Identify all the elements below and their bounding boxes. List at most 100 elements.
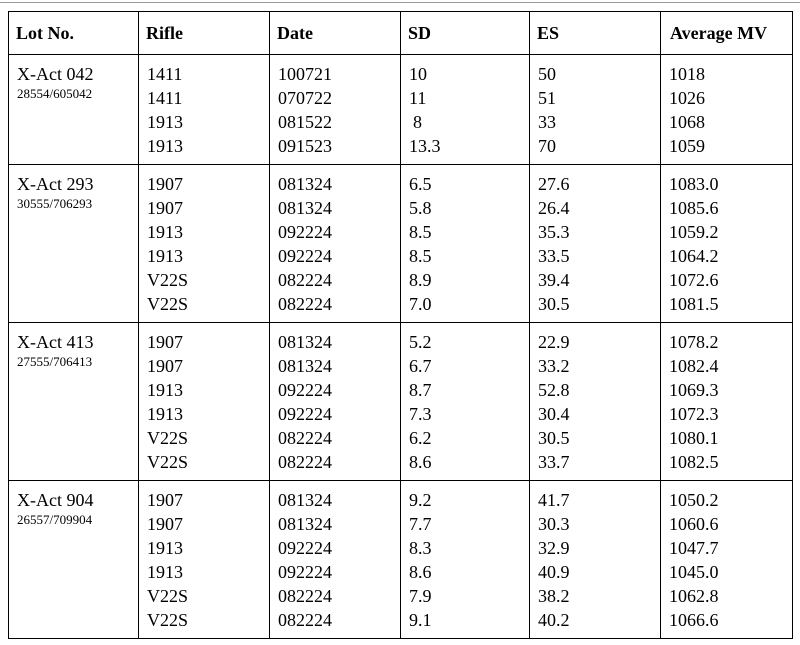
rifle-value: V22S xyxy=(147,610,189,630)
sd-cell: 6.5 5.8 8.5 8.5 8.9 7.0 xyxy=(400,164,530,323)
ammo-lot-table: Lot No. Rifle Date SD ES Average MV X-Ac… xyxy=(8,11,793,639)
sd-value: 7.0 xyxy=(409,294,432,314)
date-value: 082224 xyxy=(278,452,332,472)
lot-code: 26557/709904 xyxy=(17,512,93,527)
sd-cell: 9.2 7.7 8.3 8.6 7.9 9.1 xyxy=(400,480,530,639)
es-value: 40.9 xyxy=(538,562,570,582)
sd-value: 9.1 xyxy=(409,610,432,630)
rifle-value: 1913 xyxy=(147,538,183,558)
date-value: 092224 xyxy=(278,380,332,400)
date-value: 092224 xyxy=(278,538,332,558)
es-value: 27.6 xyxy=(538,174,570,194)
lot-cell: X-Act 904 26557/709904 xyxy=(8,480,139,639)
rifle-value: 1907 xyxy=(147,174,183,194)
es-value: 30.5 xyxy=(538,428,570,448)
mv-value: 1078.2 xyxy=(669,332,719,352)
sd-value: 8.9 xyxy=(409,270,432,290)
sd-value: 8.6 xyxy=(409,452,432,472)
lot-name: X-Act 904 xyxy=(17,490,94,510)
es-value: 38.2 xyxy=(538,586,570,606)
mv-value: 1064.2 xyxy=(669,246,719,266)
es-value: 22.9 xyxy=(538,332,570,352)
rifle-cell: 1907 1907 1913 1913 V22S V22S xyxy=(138,164,270,323)
lot-name: X-Act 293 xyxy=(17,174,94,194)
rifle-value: V22S xyxy=(147,452,189,472)
sd-value: 8.7 xyxy=(409,380,432,400)
header-sd: SD xyxy=(400,11,530,55)
date-value: 092224 xyxy=(278,562,332,582)
rifle-value: 1907 xyxy=(147,356,183,376)
mv-value: 1081.5 xyxy=(669,294,719,314)
mv-cell: 1078.2 1082.4 1069.3 1072.3 1080.1 1082.… xyxy=(660,322,793,481)
date-cell: 081324 081324 092224 092224 082224 08222… xyxy=(269,164,401,323)
sd-cell: 5.2 6.7 8.7 7.3 6.2 8.6 xyxy=(400,322,530,481)
mv-value: 1045.0 xyxy=(669,562,719,582)
sd-value: 8 xyxy=(413,112,422,132)
lot-group-row: X-Act 904 26557/709904 1907 1907 1913 19… xyxy=(8,480,793,639)
sd-value: 6.5 xyxy=(409,174,432,194)
mv-cell: 1018 1026 1068 1059 xyxy=(660,54,793,165)
es-value: 33.7 xyxy=(538,452,570,472)
es-cell: 22.9 33.2 52.8 30.4 30.5 33.7 xyxy=(529,322,661,481)
sd-value: 9.2 xyxy=(409,490,432,510)
rifle-value: 1913 xyxy=(147,112,183,132)
mv-value: 1083.0 xyxy=(669,174,719,194)
rifle-value: 1907 xyxy=(147,490,183,510)
es-value: 52.8 xyxy=(538,380,570,400)
mv-value: 1026 xyxy=(669,88,705,108)
es-value: 33.5 xyxy=(538,246,570,266)
es-value: 26.4 xyxy=(538,198,570,218)
sd-value: 6.2 xyxy=(409,428,432,448)
header-lot-no: Lot No. xyxy=(8,11,139,55)
header-row: Lot No. Rifle Date SD ES Average MV xyxy=(8,11,793,55)
mv-value: 1066.6 xyxy=(669,610,719,630)
lot-code: 30555/706293 xyxy=(17,196,93,211)
rifle-value: V22S xyxy=(147,270,189,290)
sd-cell: 10 11 8 13.3 xyxy=(400,54,530,165)
mv-value: 1047.7 xyxy=(669,538,719,558)
rifle-value: 1913 xyxy=(147,562,183,582)
date-cell: 081324 081324 092224 092224 082224 08222… xyxy=(269,322,401,481)
lot-group-row: X-Act 413 27555/706413 1907 1907 1913 19… xyxy=(8,322,793,481)
mv-value: 1072.6 xyxy=(669,270,719,290)
sd-value: 7.9 xyxy=(409,586,432,606)
mv-value: 1059.2 xyxy=(669,222,719,242)
es-cell: 50 51 33 70 xyxy=(529,54,661,165)
mv-value: 1059 xyxy=(669,136,705,156)
date-value: 082224 xyxy=(278,270,332,290)
mv-value: 1082.4 xyxy=(669,356,719,376)
date-value: 081324 xyxy=(278,174,332,194)
mv-value: 1085.6 xyxy=(669,198,719,218)
date-value: 081324 xyxy=(278,332,332,352)
date-value: 081324 xyxy=(278,514,332,534)
lot-group-row: X-Act 293 30555/706293 1907 1907 1913 19… xyxy=(8,164,793,323)
sd-value: 8.5 xyxy=(409,246,432,266)
header-average-mv: Average MV xyxy=(660,11,793,55)
sd-value: 5.2 xyxy=(409,332,432,352)
es-value: 51 xyxy=(538,88,556,108)
sd-value: 7.7 xyxy=(409,514,432,534)
sd-value: 10 xyxy=(409,64,427,84)
header-rifle: Rifle xyxy=(138,11,270,55)
lot-code: 28554/605042 xyxy=(17,86,93,101)
lot-name: X-Act 042 xyxy=(17,64,94,84)
sd-value: 8.6 xyxy=(409,562,432,582)
date-value: 082224 xyxy=(278,610,332,630)
lot-name: X-Act 413 xyxy=(17,332,94,352)
mv-value: 1068 xyxy=(669,112,705,132)
es-value: 30.4 xyxy=(538,404,570,424)
es-value: 41.7 xyxy=(538,490,570,510)
page-top-rule xyxy=(0,2,800,3)
rifle-cell: 1411 1411 1913 1913 xyxy=(138,54,270,165)
lot-cell: X-Act 042 28554/605042 xyxy=(8,54,139,165)
rifle-value: 1907 xyxy=(147,198,183,218)
mv-value: 1082.5 xyxy=(669,452,719,472)
es-cell: 41.7 30.3 32.9 40.9 38.2 40.2 xyxy=(529,480,661,639)
es-value: 32.9 xyxy=(538,538,570,558)
rifle-value: 1913 xyxy=(147,404,183,424)
sd-value: 8.5 xyxy=(409,222,432,242)
es-value: 30.5 xyxy=(538,294,570,314)
sd-value: 6.7 xyxy=(409,356,432,376)
mv-value: 1050.2 xyxy=(669,490,719,510)
lot-cell: X-Act 413 27555/706413 xyxy=(8,322,139,481)
